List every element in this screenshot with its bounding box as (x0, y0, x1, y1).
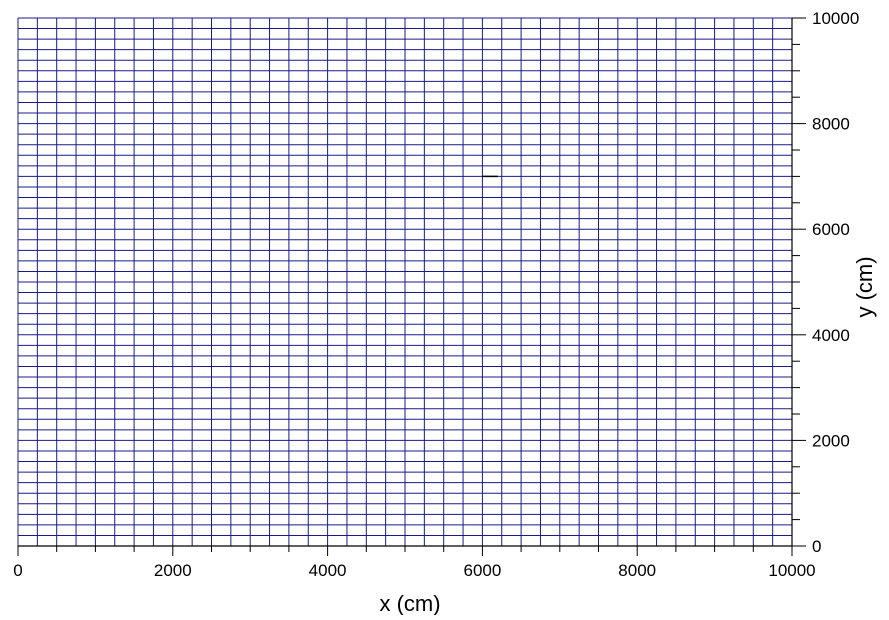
x-tick-label: 4000 (309, 561, 347, 580)
x-axis-title: x (cm) (379, 591, 440, 615)
y-tick-label: 8000 (812, 115, 850, 134)
y-tick-label: 10000 (812, 9, 859, 28)
tick-marks (17, 17, 806, 556)
tick-labels: 0 2000 4000 6000 8000 10000 0 2000 4000 6000 8000 1… (13, 9, 859, 580)
y-tick-label: 0 (812, 537, 821, 556)
x-tick-label: 2000 (154, 561, 192, 580)
x-tick-label: 8000 (618, 561, 656, 580)
y-tick-label: 2000 (812, 431, 850, 450)
mesh-grid (17, 17, 793, 547)
y-axis-title: y (cm) (852, 256, 877, 317)
x-tick-label: 10000 (768, 561, 815, 580)
x-tick-label: 0 (13, 561, 22, 580)
x-tick-label: 6000 (463, 561, 501, 580)
y-tick-label: 6000 (812, 220, 850, 239)
y-tick-label: 4000 (812, 326, 850, 345)
